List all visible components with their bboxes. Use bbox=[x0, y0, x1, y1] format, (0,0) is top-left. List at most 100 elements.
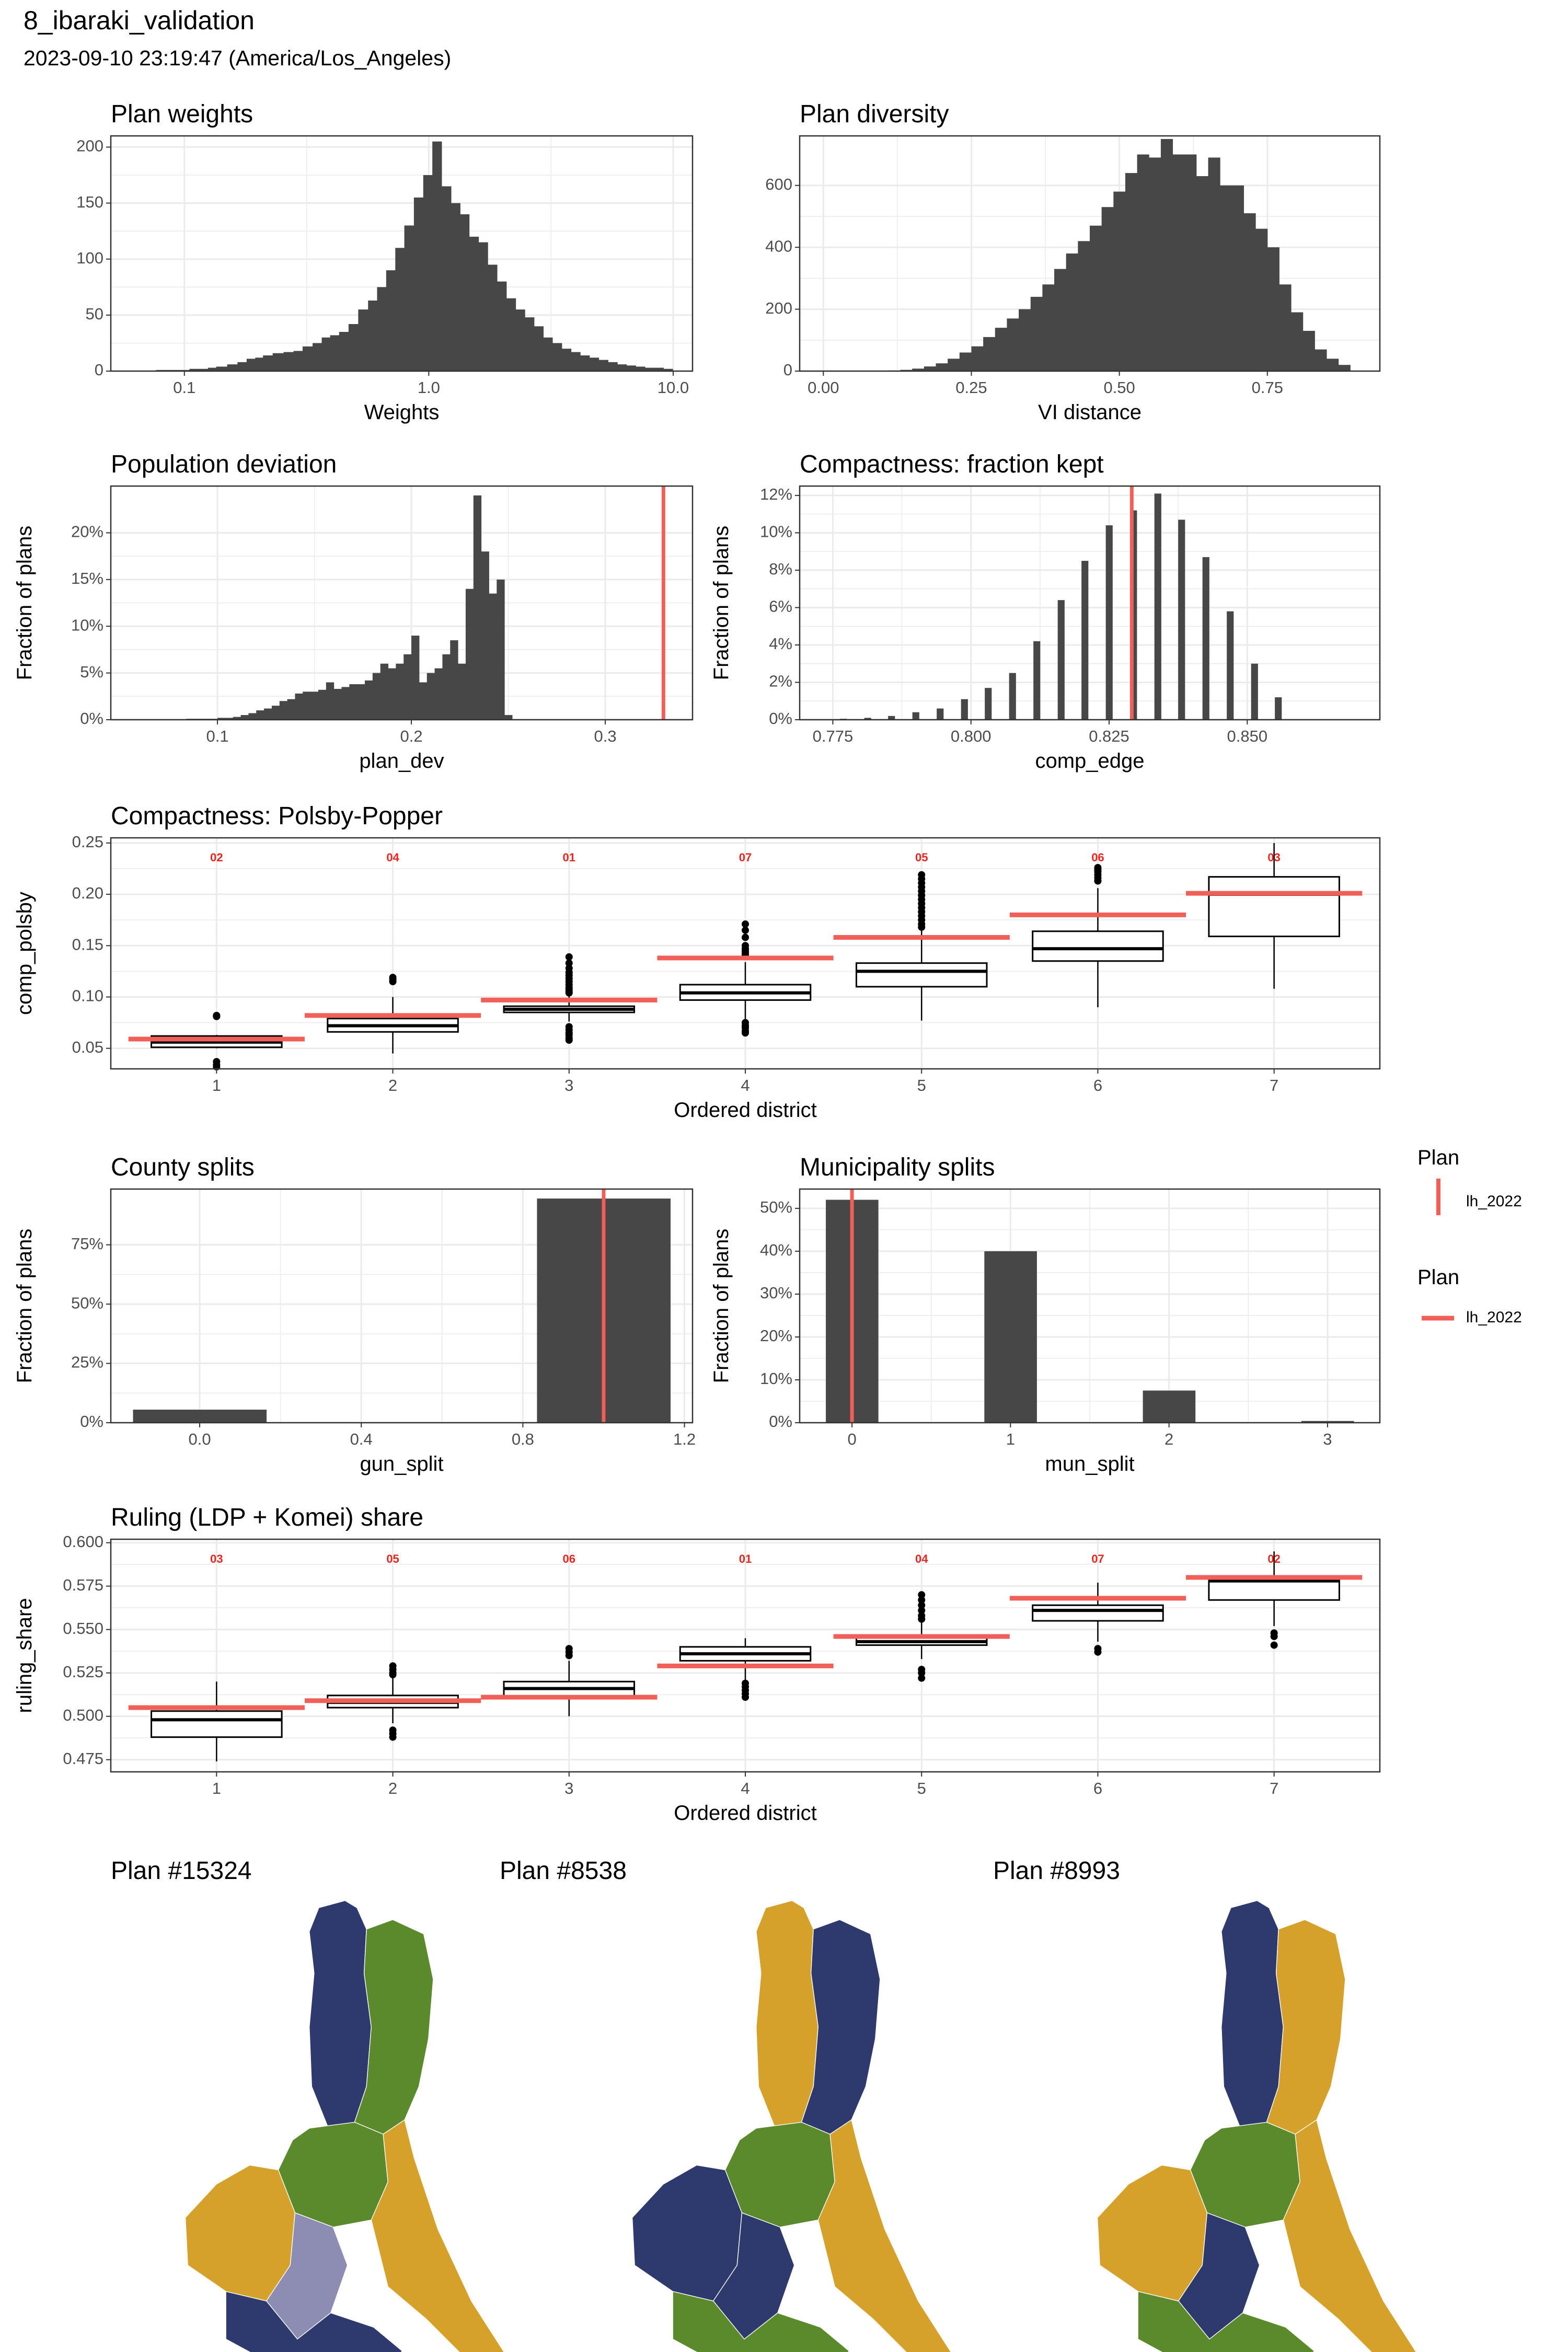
histogram-bar bbox=[256, 710, 264, 720]
histogram-bar bbox=[372, 673, 381, 720]
x-tick-label: 3 bbox=[564, 1779, 573, 1797]
plan-map: Plan #15324 bbox=[111, 1857, 505, 2352]
panel-border bbox=[799, 1188, 1381, 1424]
histogram-bar bbox=[199, 368, 209, 371]
chart-title: Municipality splits bbox=[800, 1154, 995, 1181]
chart-title: Ruling (LDP + Komei) share bbox=[111, 1504, 423, 1531]
histogram-bar bbox=[1081, 561, 1089, 720]
map-title: Plan #8993 bbox=[993, 1857, 1120, 1885]
y-tick-label: 50% bbox=[760, 1198, 792, 1216]
histogram-bar bbox=[497, 281, 507, 371]
panel-border bbox=[799, 135, 1381, 372]
histogram-bar bbox=[1057, 600, 1065, 720]
histogram-bar bbox=[450, 640, 458, 720]
y-tick-label: 75% bbox=[71, 1235, 103, 1253]
box-outlier bbox=[565, 953, 573, 961]
y-tick-label: 600 bbox=[765, 175, 792, 193]
district-region bbox=[1190, 2122, 1300, 2228]
histogram-bar bbox=[936, 363, 948, 371]
histogram-bar bbox=[636, 366, 645, 371]
histogram-bar bbox=[1327, 359, 1339, 371]
y-tick-label: 8% bbox=[769, 560, 792, 578]
chart-title: Plan weights bbox=[111, 100, 253, 128]
map-body bbox=[185, 1900, 505, 2352]
chart-ruling_share: 03 05 06 01 04 07 02 0.475 0.500 0.525 0.550 0.575 0… bbox=[13, 1504, 1381, 1825]
x-tick-label: 0.00 bbox=[808, 378, 839, 397]
histogram-bar bbox=[506, 298, 516, 371]
histogram-bar bbox=[1172, 154, 1185, 371]
histogram-bar bbox=[207, 367, 217, 371]
box bbox=[1208, 1578, 1340, 1601]
chart-title: Compactness: fraction kept bbox=[800, 451, 1104, 478]
histogram-bar bbox=[983, 337, 996, 371]
district-region bbox=[724, 2122, 835, 2228]
district-region bbox=[309, 1900, 372, 2129]
box-outlier bbox=[918, 1607, 926, 1615]
histogram-bar bbox=[608, 362, 618, 371]
histogram-bar bbox=[1251, 663, 1258, 720]
box-outlier bbox=[918, 1601, 926, 1609]
histogram-bar bbox=[255, 358, 263, 371]
y-tick-label: 20% bbox=[71, 523, 103, 541]
histogram-bar bbox=[1227, 611, 1234, 720]
x-tick-label: 7 bbox=[1270, 1076, 1278, 1094]
y-tick-label: 6% bbox=[769, 597, 792, 616]
histogram-bar bbox=[413, 197, 424, 371]
box-outlier bbox=[213, 1012, 221, 1020]
box bbox=[1032, 930, 1164, 962]
chart-title: Population deviation bbox=[111, 451, 337, 478]
y-axis-label: Fraction of plans bbox=[13, 1229, 36, 1383]
histogram-bar bbox=[598, 360, 608, 371]
enacted-district-label: 05 bbox=[915, 851, 928, 864]
enacted-district-label: 07 bbox=[739, 851, 752, 864]
page-title: 8_ibaraki_validation bbox=[24, 6, 255, 35]
histogram-bar bbox=[1066, 253, 1078, 371]
histogram-bar bbox=[349, 684, 358, 720]
histogram-bar bbox=[1279, 284, 1292, 371]
x-tick-label: 3 bbox=[564, 1076, 573, 1094]
histogram-bar bbox=[279, 701, 288, 720]
box-outlier bbox=[918, 1596, 926, 1604]
histogram-bar bbox=[326, 682, 335, 720]
x-tick-label: 1 bbox=[1006, 1430, 1015, 1448]
histogram-bar bbox=[395, 248, 405, 371]
histogram-bar bbox=[971, 346, 984, 371]
histogram-bar bbox=[330, 335, 340, 371]
x-tick-label: 4 bbox=[741, 1076, 750, 1094]
histogram-bar bbox=[469, 236, 479, 371]
chart-plan_diversity: 0 200 400 600 0.00 0.25 0.50 0.75 Plan diversity… bbox=[765, 100, 1381, 424]
box-outlier bbox=[389, 978, 397, 986]
histogram-bar bbox=[961, 699, 968, 720]
box bbox=[1032, 1604, 1164, 1622]
x-tick-label: 0.800 bbox=[951, 727, 991, 745]
y-tick-label: 0.475 bbox=[63, 1749, 103, 1768]
enacted-district-label: 05 bbox=[386, 1552, 399, 1565]
y-tick-label: 0.550 bbox=[63, 1619, 103, 1638]
histogram-bar bbox=[233, 717, 241, 720]
histogram-bar bbox=[388, 668, 396, 720]
chart-compactness_fraction_kept: 0% 2% 4% 6% 8% 10% 12% 0.775 0.800 0.825 0.850 Comp… bbox=[710, 451, 1381, 773]
y-axis-label: ruling_share bbox=[13, 1598, 36, 1713]
district-region bbox=[185, 2164, 296, 2302]
histogram-bar bbox=[473, 495, 482, 720]
histogram-bar bbox=[432, 141, 442, 371]
x-tick-label: 0.825 bbox=[1089, 727, 1129, 745]
histogram-bar bbox=[189, 368, 200, 371]
x-tick-label: 2 bbox=[1165, 1430, 1173, 1448]
x-axis-label: Weights bbox=[364, 401, 440, 424]
district-region bbox=[1137, 2291, 1315, 2352]
box-outlier bbox=[1270, 1641, 1278, 1649]
box bbox=[855, 962, 988, 988]
histogram-bar bbox=[1243, 213, 1256, 371]
y-tick-label: 0.500 bbox=[63, 1706, 103, 1724]
histogram-bar bbox=[515, 309, 525, 371]
x-tick-label: 0.50 bbox=[1103, 378, 1135, 397]
histogram-bar bbox=[534, 326, 544, 371]
y-axis-label: Fraction of plans bbox=[710, 526, 733, 681]
plan-map: Plan #8538 bbox=[500, 1857, 952, 2352]
chart-title: County splits bbox=[111, 1154, 255, 1181]
histogram-bar bbox=[481, 551, 489, 720]
map-body bbox=[1097, 1900, 1417, 2352]
histogram-bar bbox=[912, 368, 925, 371]
y-tick-label: 50% bbox=[71, 1294, 103, 1312]
